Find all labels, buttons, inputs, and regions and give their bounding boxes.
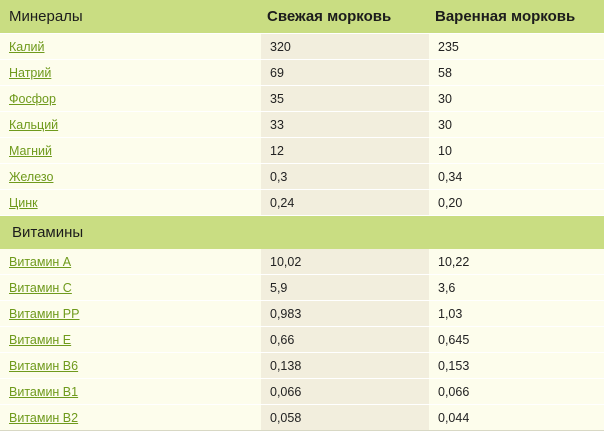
boiled-value: 30 (429, 111, 604, 138)
table-row: Витамин А 10,02 10,22 (0, 249, 604, 275)
table-row: Витамин РР 0,983 1,03 (0, 300, 604, 327)
table-row: Фосфор 35 30 (0, 85, 604, 112)
table-row: Калий 320 235 (0, 33, 604, 60)
fresh-value: 0,138 (261, 352, 429, 379)
table-row: Кальций 33 30 (0, 111, 604, 138)
fresh-value: 35 (261, 85, 429, 112)
fresh-value: 0,983 (261, 300, 429, 327)
boiled-value: 58 (429, 59, 604, 86)
fresh-value: 0,058 (261, 404, 429, 431)
vitamin-link[interactable]: Витамин РР (9, 306, 80, 321)
header-boiled-carrot: Варенная морковь (429, 0, 604, 34)
fresh-value: 5,9 (261, 274, 429, 301)
mineral-link[interactable]: Натрий (9, 65, 52, 80)
mineral-link[interactable]: Магний (9, 143, 52, 158)
fresh-value: 0,24 (261, 189, 429, 216)
table-header-row: Минералы Свежая морковь Варенная морковь (0, 0, 604, 34)
mineral-link[interactable]: Фосфор (9, 91, 56, 106)
fresh-value: 10,02 (261, 249, 429, 275)
boiled-value: 0,044 (429, 404, 604, 431)
table-row: Витамин В1 0,066 0,066 (0, 378, 604, 405)
header-minerals: Минералы (0, 0, 261, 34)
boiled-value: 1,03 (429, 300, 604, 327)
section-header-row: Витамины (0, 215, 604, 249)
header-fresh-carrot: Свежая морковь (261, 0, 429, 34)
table-row: Железо 0,3 0,34 (0, 163, 604, 190)
boiled-value: 0,34 (429, 163, 604, 190)
boiled-value: 0,20 (429, 189, 604, 216)
boiled-value: 235 (429, 33, 604, 60)
mineral-link[interactable]: Калий (9, 39, 45, 54)
vitamin-link[interactable]: Витамин А (9, 254, 72, 269)
fresh-value: 33 (261, 111, 429, 138)
boiled-value: 30 (429, 85, 604, 112)
table-row: Натрий 69 58 (0, 59, 604, 86)
boiled-value: 10 (429, 137, 604, 164)
vitamin-link[interactable]: Витамин В6 (9, 358, 79, 373)
fresh-value: 0,66 (261, 326, 429, 353)
vitamins-section-title: Витамины (0, 215, 604, 249)
fresh-value: 0,066 (261, 378, 429, 405)
mineral-link[interactable]: Кальций (9, 117, 59, 132)
mineral-link[interactable]: Цинк (9, 195, 38, 210)
table-row: Витамин Е 0,66 0,645 (0, 326, 604, 353)
fresh-value: 69 (261, 59, 429, 86)
fresh-value: 320 (261, 33, 429, 60)
vitamin-link[interactable]: Витамин В2 (9, 410, 79, 425)
table-row: Витамин В6 0,138 0,153 (0, 352, 604, 379)
boiled-value: 0,066 (429, 378, 604, 405)
table-row: Витамин С 5,9 3,6 (0, 274, 604, 301)
boiled-value: 0,153 (429, 352, 604, 379)
vitamin-link[interactable]: Витамин Е (9, 332, 72, 347)
vitamin-link[interactable]: Витамин В1 (9, 384, 79, 399)
vitamin-link[interactable]: Витамин С (9, 280, 72, 295)
fresh-value: 0,3 (261, 163, 429, 190)
fresh-value: 12 (261, 137, 429, 164)
boiled-value: 10,22 (429, 249, 604, 275)
boiled-value: 3,6 (429, 274, 604, 301)
mineral-link[interactable]: Железо (9, 169, 54, 184)
boiled-value: 0,645 (429, 326, 604, 353)
table-row: Витамин В2 0,058 0,044 (0, 404, 604, 431)
table-row: Магний 12 10 (0, 137, 604, 164)
table-row: Цинк 0,24 0,20 (0, 189, 604, 216)
